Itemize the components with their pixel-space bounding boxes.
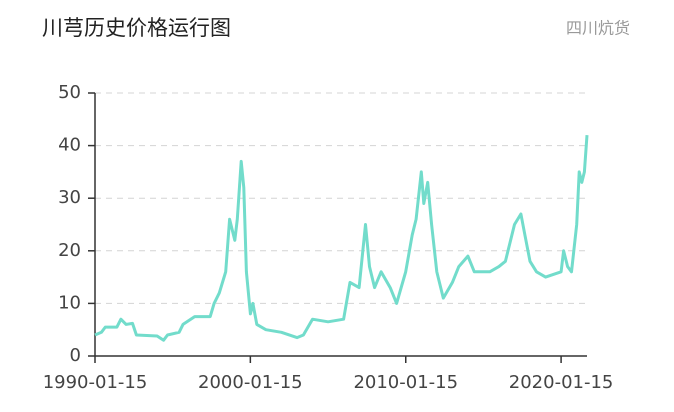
x-tick-label: 2000-01-15 (198, 372, 303, 393)
y-tick-label: 40 (58, 135, 81, 156)
y-tick-label: 0 (70, 345, 81, 366)
y-tick-label: 50 (58, 82, 81, 103)
chart-title: 川芎历史价格运行图 (42, 16, 231, 40)
y-tick-label: 30 (58, 187, 81, 208)
y-tick-label: 10 (58, 292, 81, 313)
x-tick-label: 2020-01-15 (509, 372, 614, 393)
x-tick-label: 2010-01-15 (353, 372, 458, 393)
x-tick-label: 1990-01-15 (43, 372, 148, 393)
y-tick-label: 20 (58, 240, 81, 261)
price-line (94, 134, 589, 342)
source-label: 四川炕货 (566, 19, 630, 38)
